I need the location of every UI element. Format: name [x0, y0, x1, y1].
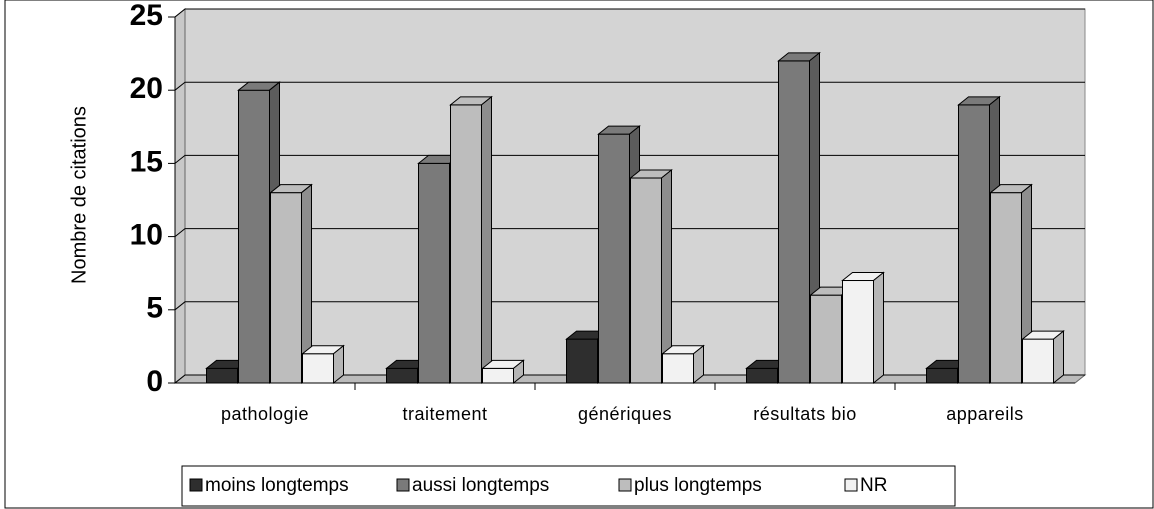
bar	[810, 294, 842, 384]
y-tick-label: 25	[130, 0, 163, 32]
bar	[778, 60, 810, 384]
y-tick-label: 5	[146, 292, 163, 325]
legend-box	[181, 465, 956, 507]
bar-side	[481, 95, 492, 385]
bar-side	[1053, 330, 1064, 385]
bar	[206, 367, 238, 384]
bar	[958, 104, 990, 384]
x-tick-label: pathologie	[221, 404, 309, 424]
bar	[598, 133, 630, 384]
bar-side	[333, 344, 344, 385]
x-tick-label: génériques	[578, 404, 672, 424]
bar	[450, 104, 482, 384]
bar	[842, 280, 874, 384]
side-wall	[174, 7, 186, 385]
bar	[746, 367, 778, 384]
bar	[270, 192, 302, 384]
bar	[926, 367, 958, 384]
bar-side	[513, 359, 524, 385]
y-tick-label: 0	[146, 365, 163, 398]
y-tick-label: 10	[130, 219, 163, 252]
x-tick-label: appareils	[946, 404, 1024, 424]
bar	[238, 89, 270, 384]
bar	[302, 353, 334, 384]
legend-label: moins longtemps	[205, 475, 349, 496]
y-tick-label: 20	[130, 72, 163, 105]
chart-frame	[4, 0, 1154, 509]
bar	[418, 162, 450, 384]
bar	[630, 177, 662, 384]
bar	[386, 367, 418, 384]
bar-side	[873, 271, 884, 385]
legend-label: NR	[860, 475, 887, 496]
bar	[662, 353, 694, 384]
bar	[1022, 338, 1054, 384]
bar	[482, 367, 514, 384]
x-tick-label: traitement	[402, 404, 487, 424]
legend-swatch	[618, 478, 632, 492]
y-axis-label: Nombre de citations	[68, 106, 90, 284]
bar	[990, 192, 1022, 384]
legend-label: plus longtemps	[634, 475, 762, 496]
legend-swatch	[844, 478, 858, 492]
y-tick-label: 15	[130, 145, 163, 178]
bar-side	[693, 344, 704, 385]
grid-line	[174, 8, 1085, 18]
legend-label: aussi longtemps	[412, 475, 549, 496]
bar	[566, 338, 598, 384]
legend-swatch	[396, 478, 410, 492]
x-tick-label: résultats bio	[753, 404, 857, 424]
legend-swatch	[189, 478, 203, 492]
